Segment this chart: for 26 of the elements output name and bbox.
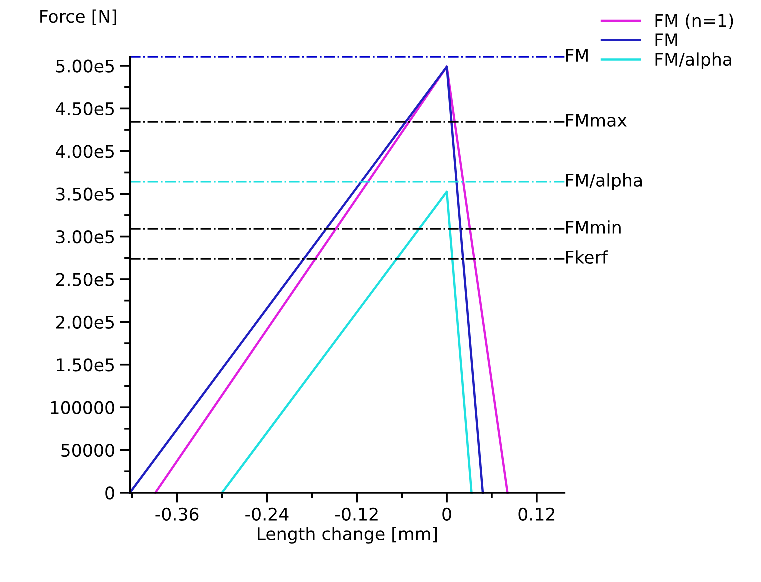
x-tick-label: -0.36 [156, 508, 199, 521]
y-tick-label: 3.50e5 [56, 188, 114, 201]
y-tick-label: 5.00e5 [56, 60, 114, 73]
y-tick-label: 0 [106, 486, 114, 500]
y-tick-label: 2.50e5 [56, 273, 114, 286]
x-axis-title: Length change [mm] [258, 527, 437, 544]
ref-line-label: FM [566, 49, 588, 62]
y-tick-label: 2.00e5 [56, 316, 114, 330]
legend-label: FM/alpha [656, 52, 732, 70]
x-tick-label: 0 [442, 508, 452, 521]
ref-line-label: FM/alpha [566, 174, 642, 190]
legend-label: FM [656, 34, 678, 46]
x-tick-label: 0.12 [518, 508, 555, 521]
legend-label: FM (n=1) [656, 14, 734, 30]
ref-line-label: FMmax [566, 114, 627, 128]
ref-line-label: Fkerf [566, 250, 608, 264]
y-tick-label: 50000 [62, 444, 114, 458]
y-tick-label: 4.00e5 [56, 145, 114, 158]
y-tick-label: 4.50e5 [56, 102, 114, 116]
y-axis-title: Force [N] [40, 10, 116, 26]
x-tick-label: -0.24 [246, 508, 289, 521]
ref-line-label: FMmin [566, 220, 621, 234]
y-tick-label: 3.00e5 [56, 230, 114, 244]
y-tick-label: 100000 [51, 401, 114, 414]
y-tick-label: 1.50e5 [57, 358, 114, 372]
x-tick-label: -0.12 [336, 508, 378, 521]
